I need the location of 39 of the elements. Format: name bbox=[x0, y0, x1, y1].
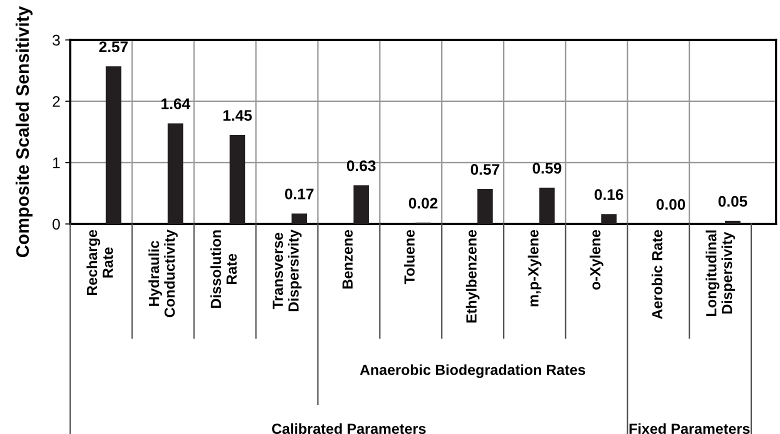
data-label: 0.17 bbox=[285, 188, 314, 200]
y-axis-title: Composite Scaled Sensitivity bbox=[16, 6, 33, 258]
y-tick-label: 3 bbox=[52, 34, 60, 46]
data-label: 0.16 bbox=[594, 189, 624, 200]
x-tick-label: o-Xylene bbox=[590, 230, 604, 290]
bar bbox=[168, 123, 184, 224]
y-tick-label: 2 bbox=[52, 96, 60, 107]
y-tick-label: 0 bbox=[52, 218, 60, 230]
data-label: 0.05 bbox=[718, 196, 748, 207]
x-tick-label: m,p-Xylene bbox=[528, 230, 542, 306]
x-tick-label: Aerobic Rate bbox=[652, 230, 662, 320]
text: Anaerobic Biodegradation Rates bbox=[360, 364, 586, 378]
x-tick-label: Longitudinal Dispersivity bbox=[706, 230, 736, 316]
data-label: 0.63 bbox=[346, 160, 376, 172]
bar bbox=[292, 214, 308, 224]
bar bbox=[477, 188, 493, 224]
x-tick-label: Transverse Dispersivity bbox=[272, 230, 302, 312]
data-label: 1.45 bbox=[223, 110, 252, 121]
bar bbox=[539, 188, 555, 224]
bar bbox=[353, 185, 369, 224]
bar bbox=[230, 135, 246, 224]
data-label: 0.57 bbox=[470, 164, 500, 175]
x-tick-label: Dissolution Rate bbox=[210, 230, 237, 308]
data-label: 0.00 bbox=[656, 198, 686, 210]
bar bbox=[725, 220, 740, 224]
x-tick-label: Benzene bbox=[342, 230, 353, 288]
bar bbox=[106, 66, 122, 224]
data-label: 0.02 bbox=[408, 198, 438, 209]
x-tick-label: Recharge Rate bbox=[86, 230, 113, 295]
y-tick-label: 1 bbox=[53, 158, 60, 168]
data-label: 2.57 bbox=[99, 41, 128, 52]
data-label: 1.64 bbox=[162, 98, 190, 110]
bar bbox=[601, 214, 617, 224]
x-tick-label: Toluene bbox=[404, 230, 415, 284]
text: Calibrated Parameters bbox=[272, 423, 426, 434]
data-label: 0.59 bbox=[532, 162, 562, 174]
text: Fixed Parameters bbox=[630, 423, 750, 434]
x-tick-label: Ethylbenzene bbox=[466, 230, 480, 322]
x-tick-label: Hydraulic Conductivity bbox=[148, 230, 178, 318]
